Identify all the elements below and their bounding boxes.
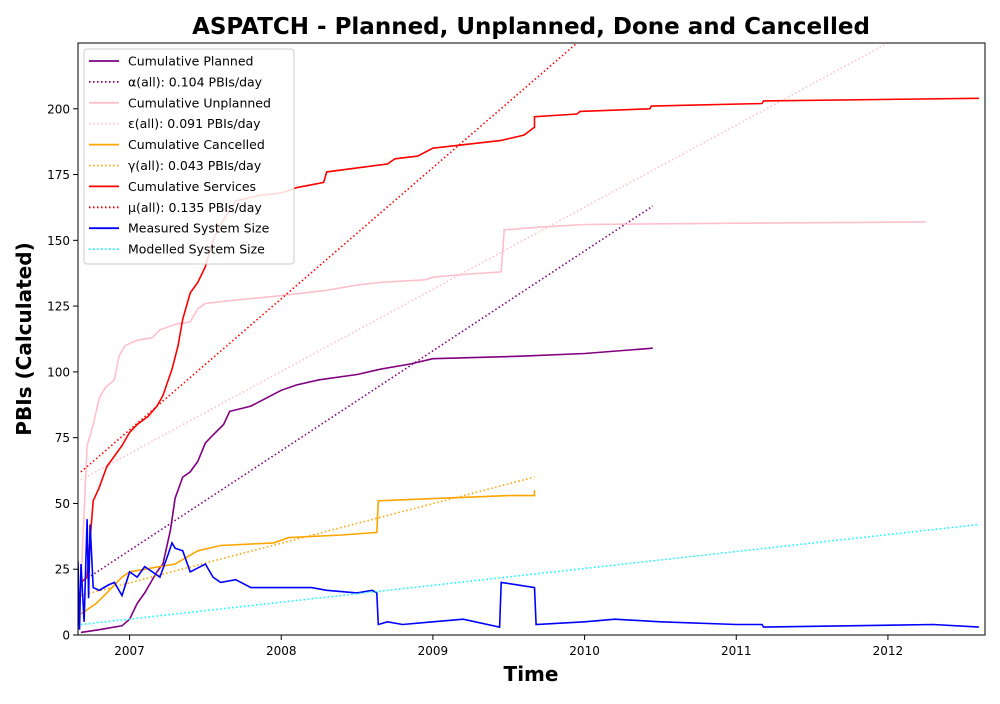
chart-title: ASPATCH - Planned, Unplanned, Done and C… (192, 14, 870, 40)
series-line-10 (80, 523, 979, 626)
x-tick-label: 2009 (418, 644, 449, 658)
series-line-9 (78, 519, 979, 630)
legend: Cumulative Planned α(all): 0.104 PBIs/day… (83, 48, 295, 265)
x-tick-label: 2007 (114, 644, 145, 658)
y-tick-label: 0 (62, 629, 70, 643)
series-line-5 (80, 490, 536, 615)
legend-label: Modelled System Size (128, 242, 265, 257)
y-tick-label: 150 (47, 234, 70, 248)
plot-frame (77, 42, 986, 636)
y-tick-label: 125 (47, 300, 70, 314)
x-tick-label: 2008 (266, 644, 297, 658)
legend-label: Cumulative Planned (128, 54, 253, 69)
series-line-1 (80, 347, 653, 634)
legend-label: Cumulative Services (128, 179, 256, 194)
x-tick-label: 2010 (569, 644, 600, 658)
axes: 2007 2008 2009 2010 2011 2012 0 25 50 75 100 125 150… (47, 42, 986, 658)
legend-label: μ(all): 0.135 PBIs/day (128, 200, 262, 215)
y-tick-label: 75 (55, 431, 70, 445)
y-tick-label: 200 (47, 102, 70, 116)
legend-label: Cumulative Unplanned (128, 95, 271, 110)
series-line-3 (80, 221, 926, 583)
series-line-4 (80, 43, 889, 481)
legend-box (83, 48, 295, 265)
legend-label: γ(all): 0.043 PBIs/day (128, 158, 262, 173)
legend-label: Measured System Size (128, 221, 270, 236)
legend-label: α(all): 0.104 PBIs/day (128, 74, 263, 89)
x-tick-label: 2012 (873, 644, 904, 658)
y-tick-label: 25 (55, 563, 70, 577)
y-axis-label: PBIs (Calculated) (12, 242, 36, 435)
y-tick-label: 50 (55, 497, 70, 511)
x-tick-label: 2011 (721, 644, 752, 658)
y-tick-label: 175 (47, 168, 70, 182)
x-axis-label: Time (504, 662, 559, 686)
y-tick-label: 100 (47, 365, 70, 379)
plot-area (78, 43, 979, 634)
legend-label: ε(all): 0.091 PBIs/day (128, 116, 261, 131)
series-line-8 (80, 43, 578, 473)
legend-label: Cumulative Cancelled (128, 137, 265, 152)
